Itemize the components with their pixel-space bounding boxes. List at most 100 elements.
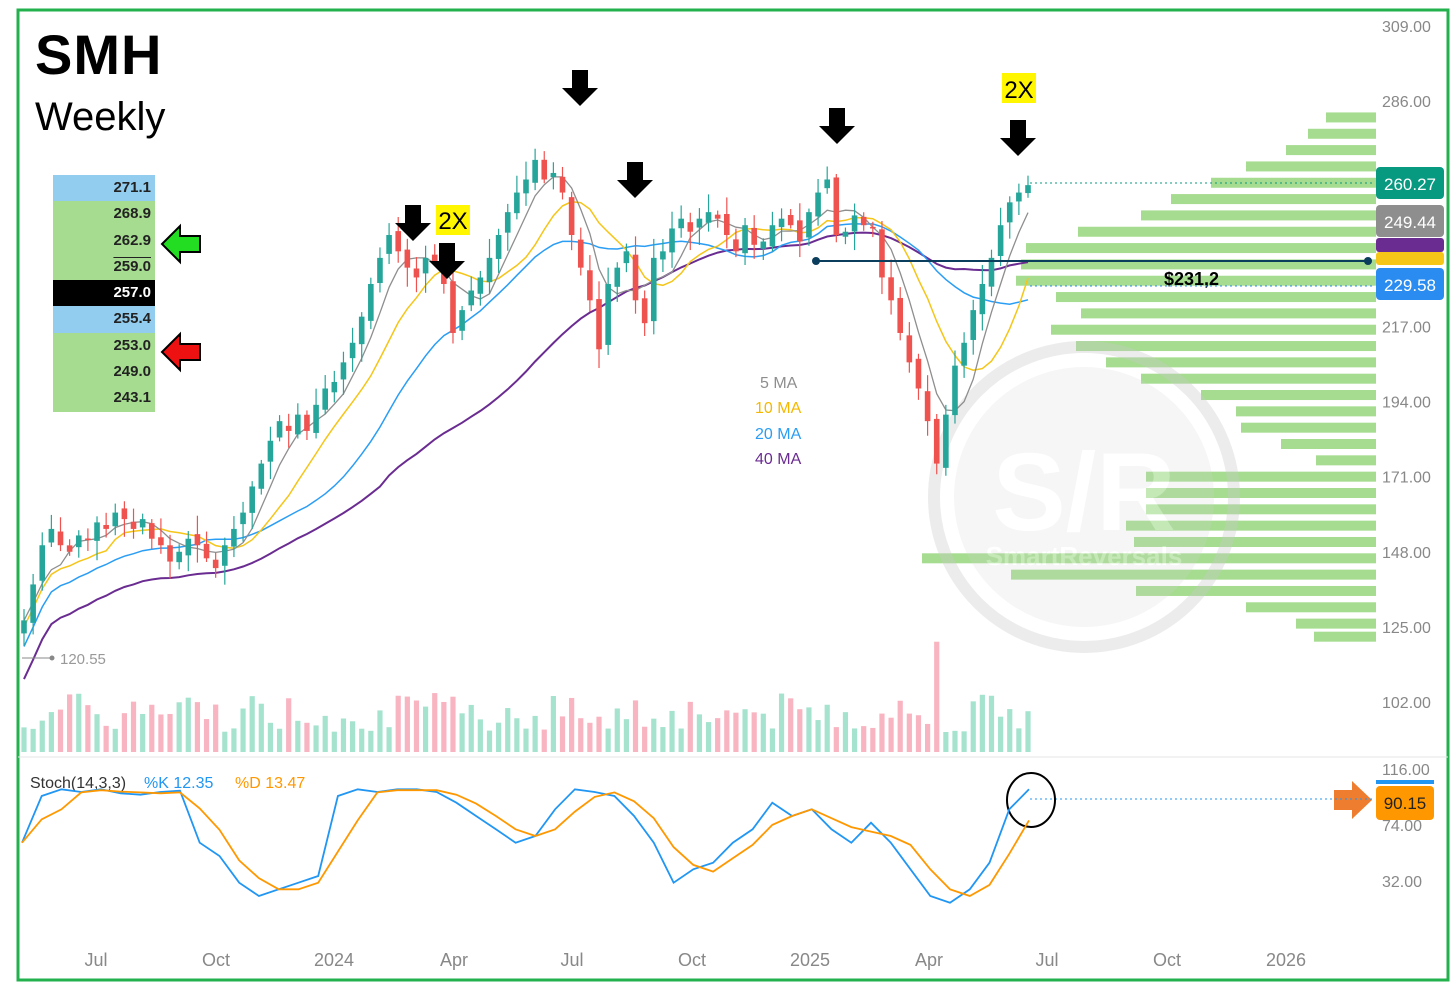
time-tick: 2026 bbox=[1266, 950, 1306, 970]
volume-bar bbox=[797, 709, 803, 752]
support-point-left bbox=[812, 257, 820, 265]
ma-10-line bbox=[23, 200, 1029, 628]
volume-bar bbox=[240, 708, 246, 752]
candle-body bbox=[888, 277, 894, 301]
candle-body bbox=[249, 486, 255, 513]
candle-body bbox=[915, 358, 922, 389]
badge-ma20 bbox=[1376, 268, 1444, 300]
candle-body bbox=[459, 310, 465, 331]
ma-5-line bbox=[23, 176, 1029, 621]
volume-bar bbox=[331, 731, 337, 752]
candle-body bbox=[148, 523, 155, 539]
volume-bar bbox=[605, 728, 611, 752]
price-tick: 194.00 bbox=[1382, 395, 1431, 412]
candle-body bbox=[349, 342, 356, 359]
chart-subtitle: Weekly bbox=[35, 95, 166, 139]
volume-bar bbox=[888, 717, 894, 752]
volume-bar bbox=[349, 721, 356, 752]
volume-bar bbox=[459, 713, 465, 752]
volume-profile bbox=[922, 112, 1376, 642]
volume-bar bbox=[952, 730, 958, 752]
volume-bar bbox=[632, 700, 639, 752]
price-badges: 260.27 249.44 229.58 bbox=[1376, 167, 1444, 300]
volume-bar bbox=[477, 719, 483, 752]
candle-body bbox=[386, 235, 392, 254]
candles bbox=[21, 148, 1031, 646]
candle-body bbox=[550, 172, 557, 178]
candle-body bbox=[605, 283, 611, 345]
volume-bar bbox=[943, 731, 949, 752]
stoch-badge bbox=[1376, 786, 1434, 820]
volume-profile-bar bbox=[1126, 520, 1376, 531]
volume-profile-bar bbox=[1016, 275, 1376, 286]
legend-ma40: 40 MA bbox=[755, 451, 802, 468]
volume-bar bbox=[130, 701, 137, 752]
candle-body bbox=[970, 310, 977, 340]
volume-bar bbox=[514, 718, 520, 752]
volume-bar bbox=[176, 702, 182, 752]
volume-profile-bar bbox=[922, 553, 1376, 564]
candle-body bbox=[331, 381, 338, 393]
low-marker: 120.55 bbox=[22, 651, 106, 668]
candle-body bbox=[641, 298, 648, 324]
volume-profile-bar bbox=[1051, 324, 1376, 335]
volume-bar bbox=[85, 705, 91, 752]
badge-last-price bbox=[1376, 167, 1444, 199]
candle-body bbox=[368, 283, 374, 321]
volume-bar bbox=[386, 727, 392, 752]
candle-body bbox=[231, 528, 237, 547]
price-tick: 102.00 bbox=[1382, 695, 1431, 712]
candle-body bbox=[85, 538, 91, 540]
candle-body bbox=[130, 521, 137, 529]
volume-bar bbox=[541, 729, 547, 752]
stoch-k-label: %K 12.35 bbox=[144, 775, 213, 792]
volume-bar bbox=[715, 718, 721, 752]
candle-body bbox=[933, 418, 940, 464]
candle-body bbox=[778, 218, 785, 228]
volume-bar bbox=[678, 728, 684, 752]
ma-40-line bbox=[23, 231, 1029, 680]
volume-bar bbox=[213, 704, 219, 752]
candle-body bbox=[185, 538, 192, 556]
candle-body bbox=[787, 215, 794, 226]
volume-bar bbox=[441, 701, 447, 752]
candle-body bbox=[952, 365, 958, 416]
volume-bar bbox=[979, 694, 985, 752]
level-row: 253.0 bbox=[53, 332, 155, 360]
volume-bar bbox=[1007, 709, 1013, 752]
volume-profile-bar bbox=[1308, 128, 1376, 139]
volume-bar bbox=[185, 697, 191, 752]
volume-bar bbox=[915, 715, 922, 752]
volume-bar bbox=[642, 726, 648, 752]
down-arrows bbox=[395, 70, 1036, 279]
candle-body bbox=[121, 508, 128, 520]
support-line-group: $231,2 bbox=[812, 257, 1372, 289]
volume-bar bbox=[468, 704, 474, 752]
candle-body bbox=[897, 297, 904, 333]
stoch-highlight-circle bbox=[1006, 772, 1056, 828]
level-row: 249.0 bbox=[53, 359, 155, 386]
badge-ma5 bbox=[1376, 205, 1444, 237]
volume-bar bbox=[103, 725, 109, 752]
volume-bar bbox=[57, 709, 64, 752]
svg-text:2X: 2X bbox=[438, 208, 467, 235]
candle-body bbox=[541, 159, 548, 180]
level-row: 243.1 bbox=[53, 385, 155, 412]
volume-bar bbox=[988, 695, 995, 752]
candle-body bbox=[742, 225, 748, 254]
candle-body bbox=[660, 251, 666, 260]
candle-body bbox=[733, 239, 739, 252]
candle-body bbox=[212, 559, 219, 569]
watermark-text: S/R bbox=[992, 431, 1175, 554]
volume-bar bbox=[1016, 728, 1022, 752]
candle-body bbox=[450, 281, 456, 333]
volume-profile-bar bbox=[1106, 357, 1376, 368]
candle-body bbox=[313, 404, 319, 433]
double-label-1: 2X bbox=[436, 205, 470, 235]
stoch-tick-74: 74.00 bbox=[1382, 818, 1422, 835]
volume-bar bbox=[897, 700, 903, 752]
volume-bar bbox=[313, 725, 319, 752]
candle-body bbox=[815, 192, 821, 217]
badge-ma10 bbox=[1376, 252, 1444, 265]
volume-bar bbox=[751, 712, 757, 752]
